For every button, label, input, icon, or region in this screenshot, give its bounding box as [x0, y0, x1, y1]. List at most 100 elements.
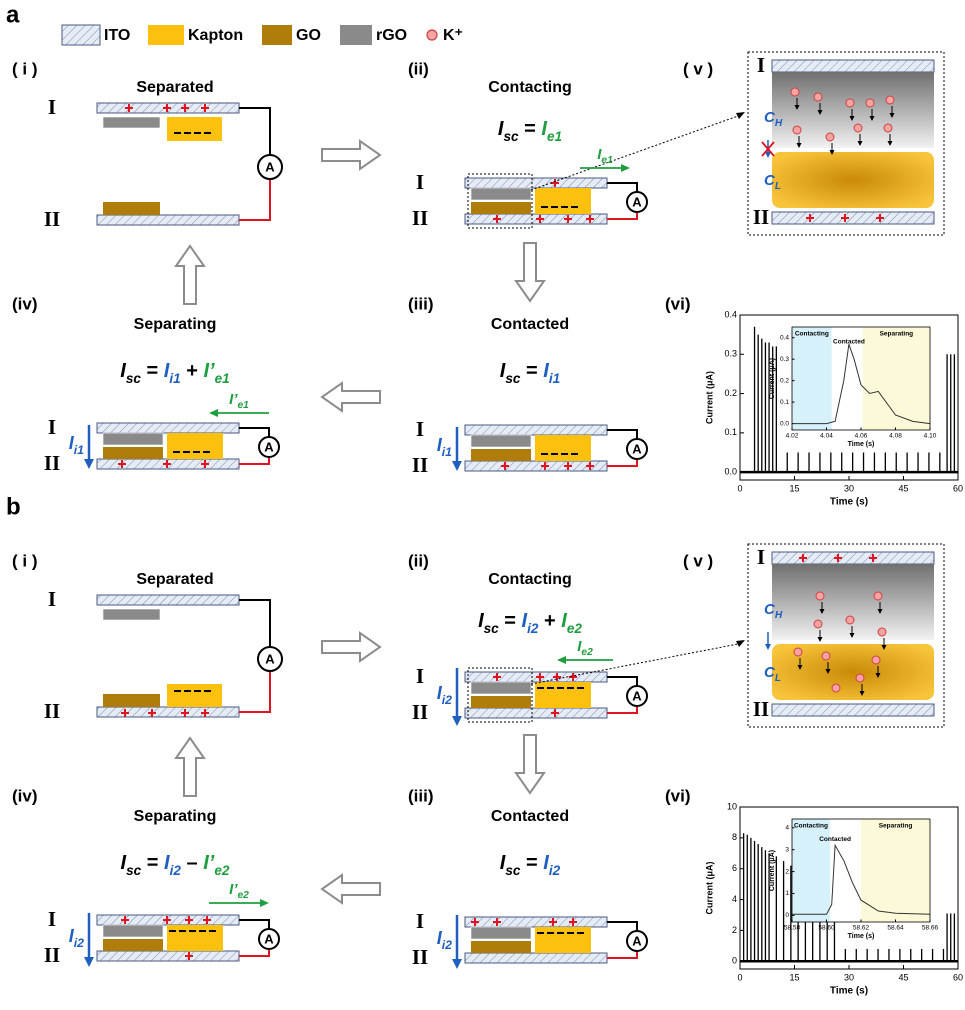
region-label: Separating: [879, 823, 913, 830]
potassium-ion: [816, 592, 824, 600]
x-tick-label: 15: [789, 483, 799, 493]
x-tick-label: 4.08: [889, 433, 902, 440]
capacitance-label-subscript: L: [775, 673, 781, 684]
potassium-ion: [794, 648, 802, 656]
zoom-link: [531, 116, 738, 190]
y-tick-label: 0.2: [724, 388, 737, 398]
y-tick-label: 8: [732, 832, 737, 842]
equation-subscript: i2: [549, 863, 561, 878]
y-axis-label: Current (μA): [704, 861, 714, 914]
region: [792, 327, 832, 430]
capacitance-label-subscript: L: [775, 181, 781, 192]
ion-current-label: Ii2: [69, 926, 84, 950]
electrode-label: II: [412, 945, 428, 969]
equation-part: =: [499, 610, 522, 632]
x-axis-label: Time (s): [830, 986, 868, 997]
wire: [239, 949, 269, 956]
x-tick-label: 30: [844, 483, 854, 493]
equation-subscript: e1: [215, 371, 230, 386]
film-layer: [167, 433, 223, 459]
annotation: Contacted: [833, 339, 865, 346]
equation: Isc = Ii1 + I’e1: [120, 360, 229, 386]
x-tick-label: 4.04: [820, 433, 833, 440]
arrow-head: [736, 112, 745, 119]
ito-electrode: [772, 212, 934, 224]
film-layer: [471, 927, 531, 939]
ion-current-label-subscript: i2: [442, 693, 452, 707]
subpanel-label: ( v ): [683, 551, 713, 570]
equation-part: I’: [203, 360, 215, 382]
x-tick-label: 4.06: [855, 433, 868, 440]
equation-part: =: [141, 360, 164, 382]
electrode-label: II: [44, 207, 60, 231]
electrode-label: II: [44, 699, 60, 723]
arrow-head: [452, 461, 462, 471]
wire: [607, 706, 637, 713]
ito-electrode: [97, 215, 239, 225]
y-tick-label: 0.4: [724, 309, 737, 319]
ammeter-label: A: [632, 688, 642, 703]
potassium-ion: [832, 684, 840, 692]
electrode-label: II: [412, 206, 428, 230]
state-title: Contacted: [491, 316, 569, 333]
subpanel-label: (ii): [408, 59, 429, 78]
region: [792, 819, 830, 922]
subpanel-label: (ii): [408, 551, 429, 570]
subpanel-label: ( i ): [12, 59, 38, 78]
potassium-ion: [814, 620, 822, 628]
state-title: Contacting: [488, 79, 572, 96]
x-tick-label: 0: [737, 972, 742, 982]
wire: [607, 922, 637, 931]
legend-swatch: [262, 25, 292, 45]
potassium-ion: [874, 592, 882, 600]
wire: [239, 108, 270, 155]
state-title: Contacted: [491, 808, 569, 825]
current-label: Ie1: [597, 146, 613, 166]
legend-label: rGO: [376, 27, 407, 44]
film-layer: [103, 433, 163, 445]
ammeter-label: A: [632, 933, 642, 948]
current-label-subscript: e2: [238, 890, 250, 901]
state-title: Contacting: [488, 571, 572, 588]
x-tick-label: 58.62: [853, 925, 870, 932]
film-layer: [471, 188, 531, 200]
current-label-subscript: e1: [238, 400, 250, 411]
ito-electrode: [97, 595, 239, 605]
x-tick-label: 45: [898, 483, 908, 493]
potassium-ion: [878, 628, 886, 636]
wire: [239, 671, 270, 712]
y-tick-label: 0.0: [780, 420, 789, 427]
x-tick-label: 58.60: [818, 925, 835, 932]
ammeter-label: A: [264, 931, 274, 946]
equation-part: =: [520, 852, 543, 874]
potassium-ion: [791, 88, 799, 96]
electrode-label: I: [48, 95, 56, 119]
ion-current-label-subscript: i1: [74, 443, 84, 457]
equation: Isc = Ii1: [500, 360, 560, 386]
current-label: Ie2: [577, 638, 593, 658]
film-layer: [535, 188, 591, 214]
electrode-label: I: [757, 53, 765, 77]
potassium-ion: [866, 99, 874, 107]
equation-part: I’: [203, 852, 215, 874]
film-layer: [167, 925, 223, 951]
ito-electrode: [465, 461, 607, 471]
subpanel-label: (vi): [665, 294, 691, 313]
y-tick-label: 4: [785, 824, 789, 831]
x-axis-label: Time (s): [848, 441, 875, 448]
process-arrow: [322, 875, 380, 903]
figure: ITOKaptonGOrGOK⁺a( i )(ii)( v )(iv)(iii)…: [0, 0, 965, 1010]
film-layer: [103, 694, 160, 707]
equation-part: +: [181, 360, 204, 382]
y-tick-label: 0.3: [780, 356, 789, 363]
equation-part: =: [519, 118, 542, 140]
equation: Isc = Ii2 + Ie2: [478, 610, 582, 636]
equation-subscript: i1: [549, 371, 560, 386]
equation-part: =: [520, 360, 543, 382]
wire: [607, 951, 637, 958]
wire: [607, 677, 637, 686]
arrow-head: [736, 640, 745, 647]
wire: [607, 459, 637, 466]
legend-label: GO: [296, 27, 321, 44]
